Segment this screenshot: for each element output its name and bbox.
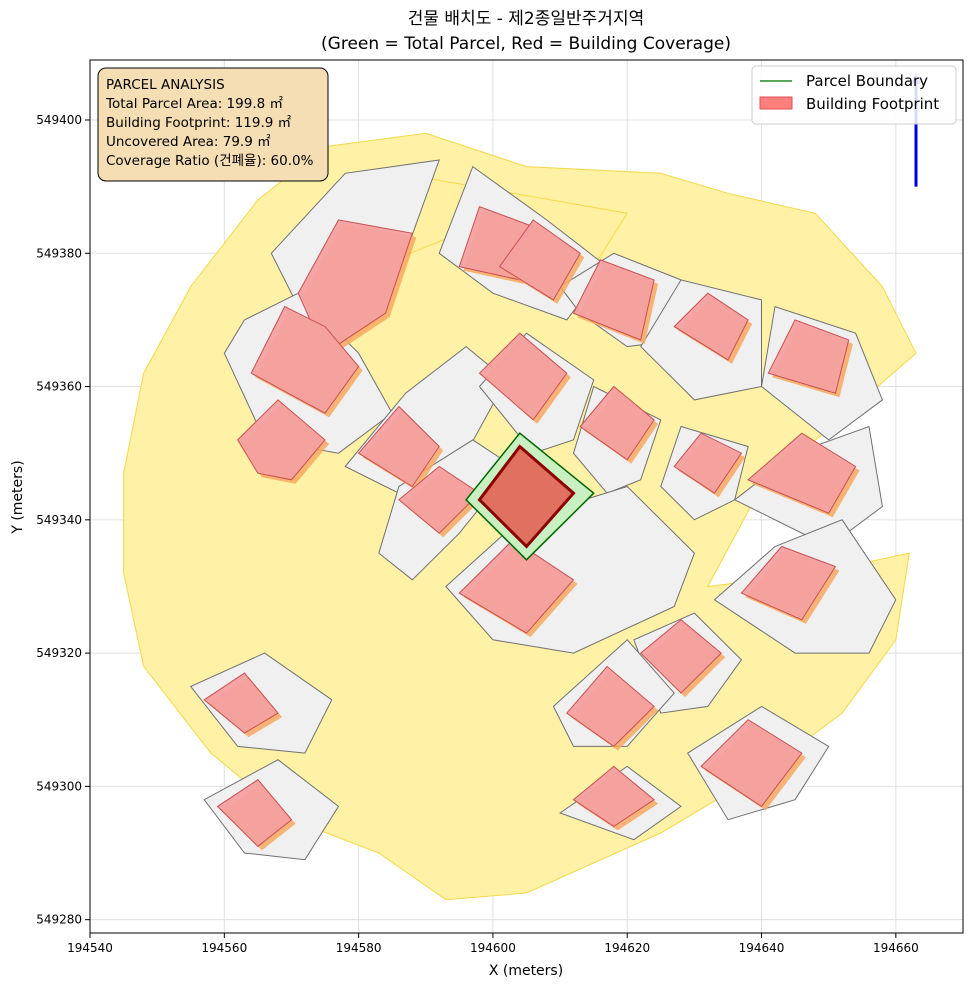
- info-line-coverage: Coverage Ratio (건폐율): 60.0%: [106, 153, 314, 169]
- buildings-layer: [203, 205, 860, 851]
- building-footprint: [747, 432, 857, 514]
- building-footprint: [572, 259, 655, 341]
- y-tick-label: 549360: [36, 380, 82, 394]
- building-footprint: [478, 332, 568, 421]
- building-footprint: [572, 765, 655, 827]
- building-footprint: [566, 665, 655, 748]
- x-tick-label: 194560: [201, 941, 247, 955]
- building-footprint: [250, 305, 360, 414]
- building-footprint: [458, 539, 575, 634]
- building-footprint: [216, 779, 293, 848]
- building-footprint: [237, 399, 326, 481]
- y-tick-label: 549340: [36, 513, 82, 527]
- x-axis-ticks: 194540 194560 194580 194600 194620 194640 1946…: [67, 933, 919, 955]
- x-tick-label: 194600: [470, 941, 516, 955]
- building-footprint: [639, 619, 722, 694]
- building-footprint: [740, 545, 837, 621]
- target-building: [477, 444, 576, 549]
- info-box-bg: [97, 67, 329, 182]
- parcel-analysis-box: PARCEL ANALYSIS Total Parcel Area: 199.8…: [97, 67, 329, 182]
- info-line-footprint: Building Footprint: 119.9 ㎡: [106, 115, 292, 131]
- building-footprint: [673, 292, 749, 361]
- info-line-total-area: Total Parcel Area: 199.8 ㎡: [105, 96, 283, 112]
- legend-building-label: Building Footprint: [806, 95, 939, 113]
- x-tick-label: 194580: [336, 941, 382, 955]
- legend-building-patch: [759, 96, 793, 110]
- plot-frame: [89, 59, 964, 934]
- legend: Parcel Boundary Building Footprint: [751, 65, 957, 125]
- info-line-title: PARCEL ANALYSIS: [106, 77, 225, 93]
- chart-subtitle: (Green = Total Parcel, Red = Building Co…: [321, 34, 731, 54]
- x-tick-label: 194620: [604, 941, 650, 955]
- legend-frame: [751, 65, 957, 125]
- x-tick-label: 194540: [67, 941, 113, 955]
- y-tick-label: 549380: [36, 246, 82, 260]
- y-tick-label: 549320: [36, 646, 82, 660]
- building-footprint: [498, 219, 581, 301]
- building-footprint: [579, 385, 655, 461]
- info-line-uncovered: Uncovered Area: 79.9 ㎡: [106, 134, 271, 150]
- building-footprint: [700, 719, 803, 808]
- map-layers: [123, 71, 921, 901]
- x-tick-label: 194660: [873, 941, 919, 955]
- building-footprint: [673, 432, 743, 494]
- building-footprint: [357, 405, 440, 488]
- legend-parcel-label: Parcel Boundary: [806, 72, 928, 90]
- chart-title: 건물 배치도 - 제2종일반주거지역: [408, 9, 644, 29]
- x-tick-label: 194640: [739, 941, 785, 955]
- y-axis-label: Y (meters): [10, 460, 26, 534]
- building-footprint: [203, 672, 279, 734]
- y-axis-ticks: 549280 549300 549320 549340 549360 549380 5494…: [36, 113, 90, 927]
- y-tick-label: 549300: [36, 779, 82, 793]
- y-tick-label: 549400: [36, 113, 82, 127]
- x-axis-label: X (meters): [489, 963, 563, 979]
- y-tick-label: 549280: [36, 913, 82, 927]
- building-footprint: [767, 319, 850, 394]
- target-parcel-layer: [465, 432, 595, 561]
